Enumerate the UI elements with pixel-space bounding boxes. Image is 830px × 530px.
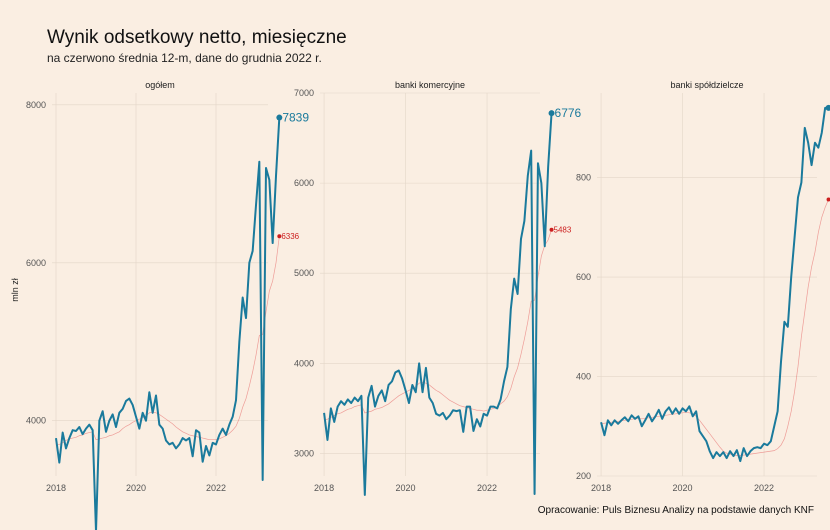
average-end-label: 5483 (554, 226, 572, 235)
y-tick-label: 5000 (294, 268, 314, 278)
series-end-point (548, 110, 555, 117)
x-tick-label: 2020 (673, 483, 693, 493)
chart-subtitle: na czerwono średnia 12-m, dane do grudni… (47, 51, 322, 65)
panel-title: banki komercyjne (395, 80, 465, 90)
y-tick-label: 400 (576, 372, 591, 382)
series-end-label: 7839 (282, 111, 309, 125)
x-tick-label: 2020 (396, 483, 416, 493)
series-end-point (276, 114, 283, 121)
panel-title: banki spółdzielcze (670, 80, 743, 90)
average-end-point (277, 234, 282, 239)
y-tick-label: 200 (576, 471, 591, 481)
panel-title: ogółem (145, 80, 175, 90)
y-tick-label: 4000 (294, 358, 314, 368)
average-end-point (549, 227, 554, 232)
average-end-label: 6336 (281, 232, 299, 241)
average-line (323, 229, 552, 421)
x-tick-label: 2018 (46, 483, 66, 493)
y-tick-label: 6000 (26, 258, 46, 268)
x-tick-label: 2018 (314, 483, 334, 493)
series-end-label: 6776 (555, 106, 582, 120)
x-tick-label: 2020 (126, 483, 146, 493)
y-tick-label: 3000 (294, 448, 314, 458)
chart-title: Wynik odsetkowy netto, miesięczne (47, 27, 347, 48)
y-tick-label: 4000 (26, 416, 46, 426)
x-tick-label: 2022 (206, 483, 226, 493)
x-tick-label: 2022 (754, 483, 774, 493)
x-tick-label: 2022 (477, 483, 497, 493)
y-tick-label: 800 (576, 173, 591, 183)
y-tick-label: 7000 (294, 88, 314, 98)
series-line (600, 106, 829, 463)
y-tick-label: 6000 (294, 178, 314, 188)
x-tick-label: 2018 (591, 483, 611, 493)
series-end-point (825, 104, 830, 111)
y-tick-label: 8000 (26, 100, 46, 110)
series-line (55, 117, 281, 530)
source-caption: Opracowanie: Puls Biznesu Analizy na pod… (537, 505, 814, 516)
y-tick-label: 600 (576, 272, 591, 282)
series-line (323, 113, 553, 496)
average-line (55, 236, 280, 446)
average-end-point (826, 197, 830, 202)
